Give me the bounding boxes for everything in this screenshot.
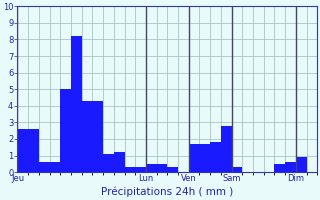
Bar: [167, 167, 178, 172]
Bar: [82, 101, 92, 172]
Bar: [199, 144, 210, 172]
Bar: [146, 164, 156, 172]
Bar: [274, 164, 285, 172]
Bar: [210, 142, 221, 172]
Bar: [114, 152, 124, 172]
Bar: [156, 164, 167, 172]
Bar: [103, 154, 114, 172]
Bar: [221, 126, 232, 172]
Bar: [285, 162, 296, 172]
X-axis label: Précipitations 24h ( mm ): Précipitations 24h ( mm ): [101, 187, 234, 197]
Bar: [135, 167, 146, 172]
Bar: [50, 162, 60, 172]
Bar: [92, 101, 103, 172]
Bar: [189, 144, 199, 172]
Bar: [232, 167, 242, 172]
Bar: [124, 167, 135, 172]
Bar: [60, 89, 71, 172]
Bar: [39, 162, 50, 172]
Bar: [296, 157, 307, 172]
Bar: [71, 36, 82, 172]
Bar: [18, 129, 28, 172]
Bar: [28, 129, 39, 172]
